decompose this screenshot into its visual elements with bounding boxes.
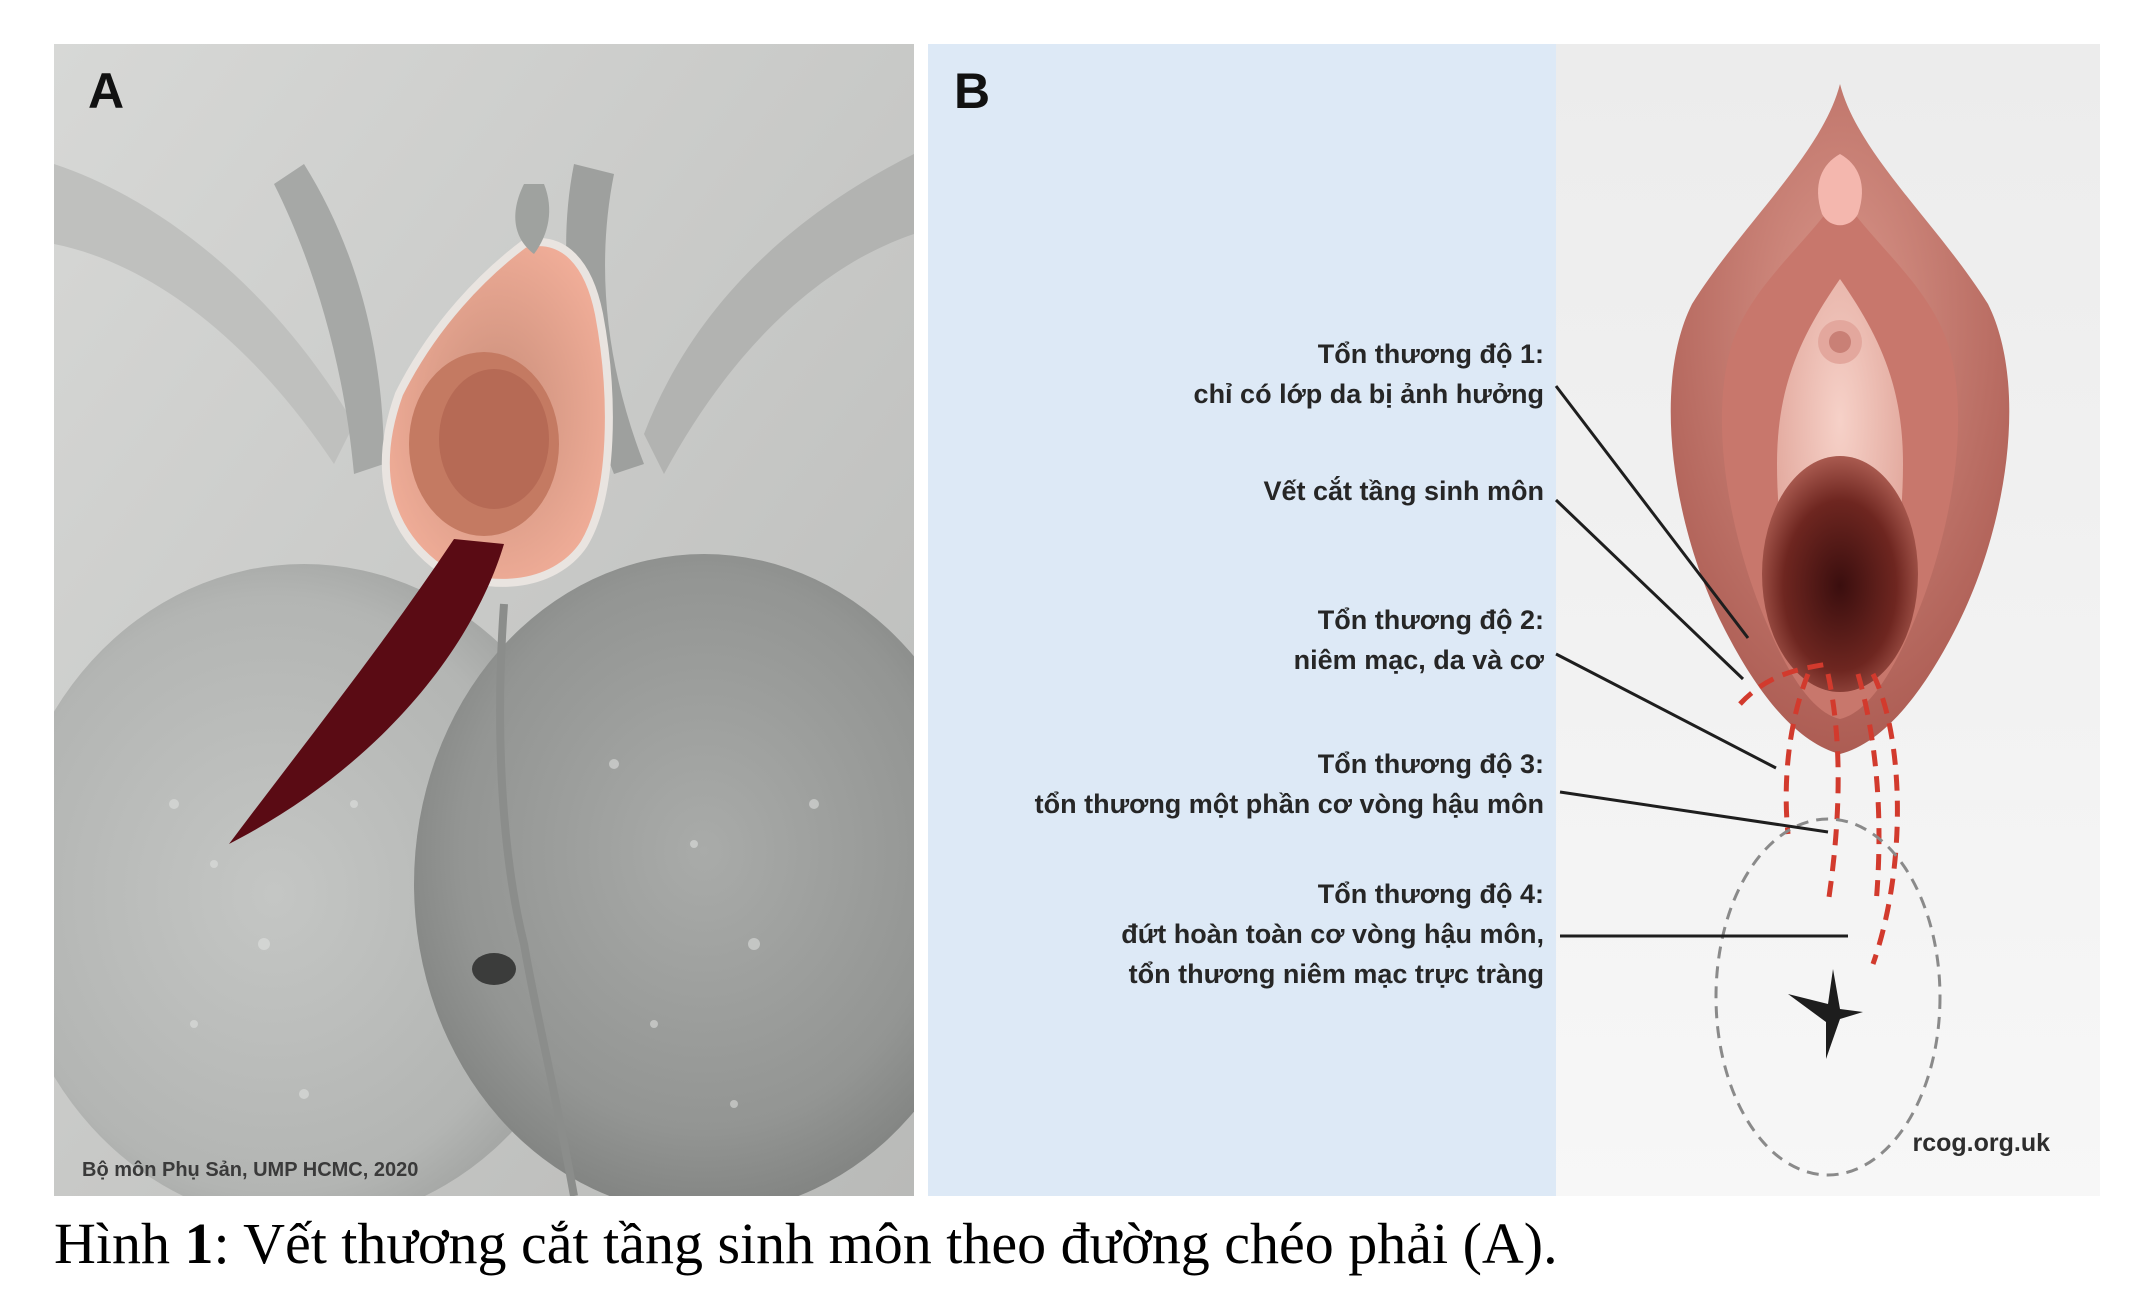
caption-text: : Vết thương cắt tầng sinh môn theo đườn… xyxy=(213,1211,1558,1276)
label-degree-3-desc: tổn thương một phần cơ vòng hậu môn xyxy=(1034,789,1544,819)
tear-lines xyxy=(1738,661,1900,965)
caption-number: 1 xyxy=(184,1211,214,1276)
anus xyxy=(472,953,516,985)
leader-lines xyxy=(1554,385,1848,938)
label-degree-2-desc: niêm mạc, da và cơ xyxy=(1293,645,1544,675)
label-degree-2: Tổn thương độ 2: niêm mạc, da và cơ xyxy=(1294,600,1544,680)
episiotomy-incision xyxy=(229,539,504,844)
label-degree-1: Tổn thương độ 1: chỉ có lớp da bị ảnh hư… xyxy=(1194,334,1544,414)
panel-b-diagram: B Tổn thương độ 1: chỉ có lớp da bị ảnh … xyxy=(928,44,2100,1196)
label-episiotomy-title: Vết cắt tầng sinh môn xyxy=(1263,476,1544,506)
panel-a-model-photo: A Bộ môn Phụ Sản, UMP HCMC, 2020 xyxy=(54,44,914,1196)
anal-sphincter-circle xyxy=(1714,817,1942,1177)
model-photo-illustration xyxy=(54,44,914,1196)
panel-b-credit: rcog.org.uk xyxy=(1912,1129,2050,1157)
label-degree-2-title: Tổn thương độ 2: xyxy=(1317,605,1544,635)
vulva-diagram xyxy=(1670,84,2010,754)
label-degree-4: Tổn thương độ 4: đứt hoàn toàn cơ vòng h… xyxy=(1121,874,1544,994)
tear-degree-diagram xyxy=(928,44,2100,1196)
anus-star-icon xyxy=(1788,969,1863,1059)
label-degree-4-desc-2: tổn thương niêm mạc trực tràng xyxy=(1128,959,1544,989)
caption-prefix: Hình xyxy=(54,1211,185,1276)
label-degree-1-title: Tổn thương độ 1: xyxy=(1317,339,1544,369)
panel-b-letter: B xyxy=(954,63,991,119)
label-degree-4-desc-1: đứt hoàn toàn cơ vòng hậu môn, xyxy=(1121,919,1544,949)
label-degree-1-desc: chỉ có lớp da bị ảnh hưởng xyxy=(1193,379,1544,409)
panel-a-letter: A xyxy=(88,63,125,119)
label-episiotomy: Vết cắt tầng sinh môn xyxy=(1263,471,1544,511)
panel-a-credit: Bộ môn Phụ Sản, UMP HCMC, 2020 xyxy=(82,1159,419,1181)
label-degree-3-title: Tổn thương độ 3: xyxy=(1317,749,1544,779)
label-degree-4-title: Tổn thương độ 4: xyxy=(1317,879,1544,909)
figure-caption: Hình 1: Vết thương cắt tầng sinh môn the… xyxy=(54,1210,1558,1277)
label-degree-3: Tổn thương độ 3: tổn thương một phần cơ … xyxy=(1035,744,1544,824)
label-background xyxy=(928,44,1556,1196)
vaginal-opening-diagram xyxy=(1762,456,1918,692)
